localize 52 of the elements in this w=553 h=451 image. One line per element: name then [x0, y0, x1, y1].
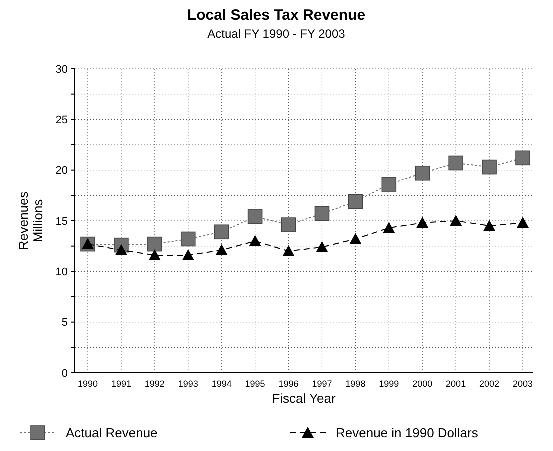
x-tick-label: 1990 — [78, 379, 98, 389]
y-tick-label: 20 — [56, 165, 68, 178]
x-tick-label: 2003 — [512, 379, 534, 389]
point — [382, 177, 397, 192]
legend-label: Actual Revenue — [66, 426, 158, 441]
point — [214, 224, 230, 240]
point — [282, 245, 295, 256]
x-tick-label: 1995 — [245, 379, 266, 389]
point — [415, 166, 430, 181]
x-tick-label: 1991 — [111, 379, 132, 389]
point — [249, 235, 262, 246]
point — [180, 232, 196, 247]
y-tick-label: 10 — [56, 266, 68, 279]
point — [517, 217, 529, 228]
y-tick-label: 0 — [62, 368, 68, 380]
point — [182, 249, 194, 260]
x-tick-label: 2000 — [412, 379, 433, 389]
point — [350, 233, 362, 244]
point — [484, 220, 496, 232]
point — [216, 244, 228, 256]
x-tick-label: 2001 — [446, 379, 466, 389]
x-tick-label: 1992 — [144, 379, 165, 389]
y-tick-label: 30 — [56, 64, 68, 76]
y-tick-label: 5 — [62, 317, 68, 330]
point — [314, 206, 330, 222]
point — [348, 194, 364, 210]
point — [148, 236, 162, 252]
y-tick-label: 25 — [56, 114, 68, 127]
point — [482, 160, 497, 175]
y-tick-label: 15 — [56, 216, 68, 228]
x-tick-label: 1997 — [312, 379, 332, 389]
point — [115, 244, 128, 256]
legend-label: Revenue in 1990 Dollars — [336, 426, 479, 441]
x-tick-label: 2002 — [480, 379, 500, 389]
point — [383, 222, 396, 234]
x-tick-label: 1998 — [346, 379, 366, 389]
chart-title: Local Sales Tax Revenue — [187, 7, 366, 24]
x-tick-label: 1993 — [178, 379, 198, 389]
point — [148, 249, 161, 260]
point — [316, 241, 328, 252]
chart-subtitle: Actual FY 1990 - FY 2003 — [208, 27, 346, 41]
x-axis-title: Fiscal Year — [272, 391, 336, 406]
point — [416, 217, 429, 228]
point — [448, 156, 464, 171]
y-axis-title: Revenues Millions — [16, 191, 46, 250]
point — [450, 215, 462, 226]
x-tick-label: 1994 — [212, 379, 232, 389]
x-tick-label: 1999 — [379, 379, 400, 389]
point — [516, 150, 530, 166]
point — [281, 218, 296, 232]
x-tick-label: 1996 — [278, 379, 299, 389]
point — [248, 210, 263, 224]
